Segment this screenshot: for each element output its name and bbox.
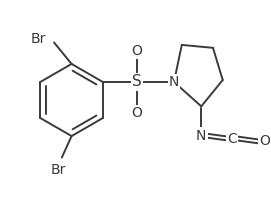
- Text: O: O: [259, 134, 270, 148]
- Text: N: N: [196, 129, 207, 143]
- Text: S: S: [132, 74, 142, 89]
- Text: C: C: [228, 132, 237, 146]
- Text: O: O: [131, 106, 142, 120]
- Text: N: N: [169, 75, 179, 89]
- Text: Br: Br: [50, 163, 66, 177]
- Text: O: O: [131, 44, 142, 58]
- Text: Br: Br: [31, 32, 46, 46]
